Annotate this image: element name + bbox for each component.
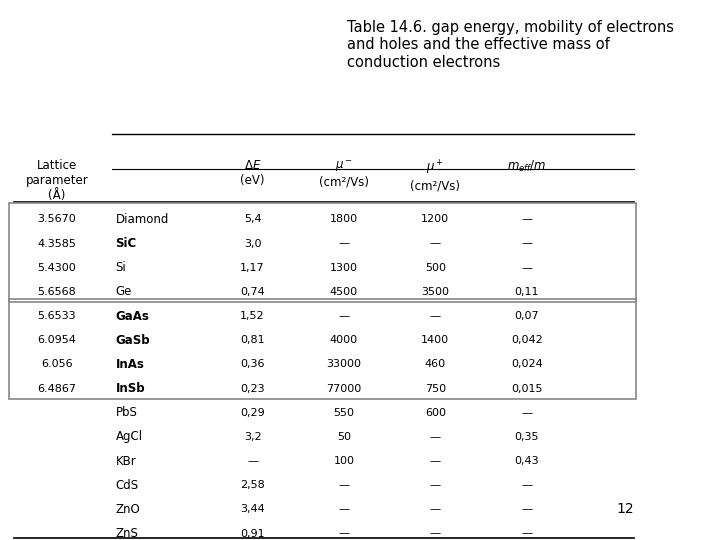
Text: 460: 460 [425, 360, 446, 369]
Text: 0,29: 0,29 [240, 408, 265, 418]
Text: 2,58: 2,58 [240, 480, 265, 490]
Text: InAs: InAs [116, 358, 145, 371]
Text: 12: 12 [616, 502, 634, 516]
Text: 3,0: 3,0 [244, 239, 261, 248]
Text: 33000: 33000 [326, 360, 361, 369]
Text: 0,11: 0,11 [514, 287, 539, 297]
Text: 50: 50 [337, 432, 351, 442]
Text: $m_{eff}/m$: $m_{eff}/m$ [507, 159, 546, 174]
Text: $\Delta E$
(eV): $\Delta E$ (eV) [240, 159, 265, 187]
Text: 0,07: 0,07 [514, 311, 539, 321]
Text: 600: 600 [425, 408, 446, 418]
Text: 1400: 1400 [421, 335, 449, 345]
Text: —: — [430, 504, 441, 515]
Text: 77000: 77000 [326, 383, 361, 394]
Text: 3500: 3500 [421, 287, 449, 297]
Text: 0,74: 0,74 [240, 287, 265, 297]
Text: PbS: PbS [116, 406, 138, 419]
Text: InSb: InSb [116, 382, 145, 395]
Text: —: — [521, 239, 532, 248]
Text: —: — [521, 408, 532, 418]
Text: 0,43: 0,43 [514, 456, 539, 466]
Text: —: — [521, 504, 532, 515]
Text: KBr: KBr [116, 455, 136, 468]
Text: 0,23: 0,23 [240, 383, 265, 394]
Text: 1200: 1200 [421, 214, 449, 225]
Text: —: — [430, 480, 441, 490]
Text: $\mu^-$
(cm²/Vs): $\mu^-$ (cm²/Vs) [319, 159, 369, 189]
Text: 4000: 4000 [330, 335, 358, 345]
Text: SiC: SiC [116, 237, 137, 250]
Text: 1800: 1800 [330, 214, 358, 225]
Text: 0,81: 0,81 [240, 335, 265, 345]
Text: 4500: 4500 [330, 287, 358, 297]
Text: —: — [521, 263, 532, 273]
Text: 5.6533: 5.6533 [37, 311, 76, 321]
Text: —: — [338, 529, 349, 538]
Text: Ge: Ge [116, 285, 132, 299]
Text: Lattice
parameter
(Å): Lattice parameter (Å) [25, 159, 89, 202]
Text: 5.4300: 5.4300 [37, 263, 76, 273]
Text: 0,35: 0,35 [514, 432, 539, 442]
Text: 0,015: 0,015 [511, 383, 542, 394]
Text: 0,36: 0,36 [240, 360, 265, 369]
Text: —: — [521, 214, 532, 225]
Text: 6.0954: 6.0954 [37, 335, 76, 345]
Text: ZnS: ZnS [116, 527, 138, 540]
Text: 0,91: 0,91 [240, 529, 265, 538]
Text: 500: 500 [425, 263, 446, 273]
Text: —: — [430, 239, 441, 248]
Text: 3,44: 3,44 [240, 504, 265, 515]
Text: GaSb: GaSb [116, 334, 150, 347]
Text: CdS: CdS [116, 478, 139, 492]
Text: $\mu^+$
(cm²/Vs): $\mu^+$ (cm²/Vs) [410, 159, 460, 192]
Text: 1,17: 1,17 [240, 263, 265, 273]
Text: 100: 100 [333, 456, 354, 466]
Text: —: — [430, 529, 441, 538]
Text: —: — [338, 480, 349, 490]
Text: Table 14.6. gap energy, mobility of electrons
and holes and the effective mass o: Table 14.6. gap energy, mobility of elec… [347, 20, 674, 70]
Text: 6.056: 6.056 [41, 360, 73, 369]
Text: 3.5670: 3.5670 [37, 214, 76, 225]
Text: 3,2: 3,2 [244, 432, 261, 442]
Text: —: — [521, 480, 532, 490]
Text: —: — [247, 456, 258, 466]
Text: 550: 550 [333, 408, 354, 418]
Text: 5.6568: 5.6568 [37, 287, 76, 297]
Text: 1300: 1300 [330, 263, 358, 273]
Text: 4.3585: 4.3585 [37, 239, 76, 248]
Text: —: — [338, 311, 349, 321]
Text: 0,042: 0,042 [510, 335, 542, 345]
Text: Diamond: Diamond [116, 213, 169, 226]
Text: ZnO: ZnO [116, 503, 140, 516]
Text: 5,4: 5,4 [244, 214, 261, 225]
Text: Si: Si [116, 261, 126, 274]
Text: GaAs: GaAs [116, 309, 150, 322]
Text: —: — [521, 529, 532, 538]
Text: 0,024: 0,024 [510, 360, 542, 369]
Text: —: — [338, 239, 349, 248]
Text: —: — [430, 311, 441, 321]
Text: —: — [430, 432, 441, 442]
Text: AgCl: AgCl [116, 430, 143, 443]
Text: —: — [430, 456, 441, 466]
Text: 6.4867: 6.4867 [37, 383, 76, 394]
Text: 1,52: 1,52 [240, 311, 265, 321]
Text: —: — [338, 504, 349, 515]
Text: 750: 750 [425, 383, 446, 394]
